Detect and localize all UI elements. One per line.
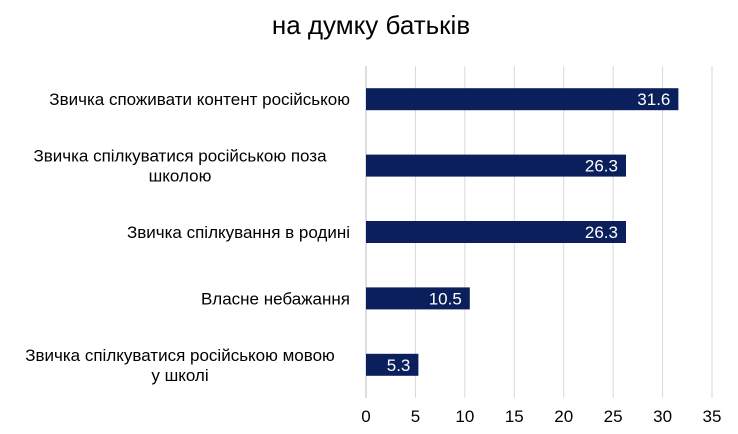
category-labels: Звичка споживати контент російською Звичк…	[25, 90, 350, 385]
category-label-3: Звичка спілкування в родині	[127, 223, 350, 242]
data-label-1: 31.6	[637, 90, 670, 109]
category-label-1: Звичка споживати контент російською	[49, 90, 350, 109]
category-label-line: Звичка спілкуватися російською поза	[33, 147, 327, 166]
data-label-4: 10.5	[429, 289, 462, 308]
data-label-3: 26.3	[585, 223, 618, 242]
x-tick-label-0: 0	[361, 407, 370, 426]
bars: 31.6 26.3 26.3 10.5 5.3	[366, 88, 679, 376]
category-label-line: Власне небажання	[201, 289, 350, 308]
category-label-2: Звичка спілкуватися російською поза школо…	[33, 147, 327, 186]
x-tick-label-10: 10	[455, 407, 474, 426]
category-label-line: Звичка споживати контент російською	[49, 90, 350, 109]
category-label-line: у школі	[151, 366, 208, 385]
chart-title: на думку батьків	[272, 10, 470, 40]
x-tick-label-35: 35	[703, 407, 722, 426]
bar-4	[366, 287, 470, 310]
x-tick-label-25: 25	[604, 407, 623, 426]
x-tick-label-5: 5	[411, 407, 420, 426]
data-label-5: 5.3	[387, 356, 411, 375]
x-tick-label-20: 20	[554, 407, 573, 426]
x-tick-label-15: 15	[505, 407, 524, 426]
category-label-5: Звичка спілкуватися російською мовою у шк…	[25, 346, 335, 385]
category-label-line: школою	[149, 167, 212, 186]
x-tick-label-30: 30	[653, 407, 672, 426]
x-axis-ticks: 0 5 10 15 20 25 30 35	[361, 407, 721, 426]
bar-2	[366, 154, 626, 177]
bar-1	[366, 88, 679, 111]
category-label-line: Звичка спілкуватися російською мовою	[25, 346, 335, 365]
data-label-2: 26.3	[585, 157, 618, 176]
bar-5	[366, 353, 419, 376]
bar-3	[366, 221, 626, 243]
category-label-line: Звичка спілкування в родині	[127, 223, 350, 242]
category-label-4: Власне небажання	[201, 289, 350, 308]
